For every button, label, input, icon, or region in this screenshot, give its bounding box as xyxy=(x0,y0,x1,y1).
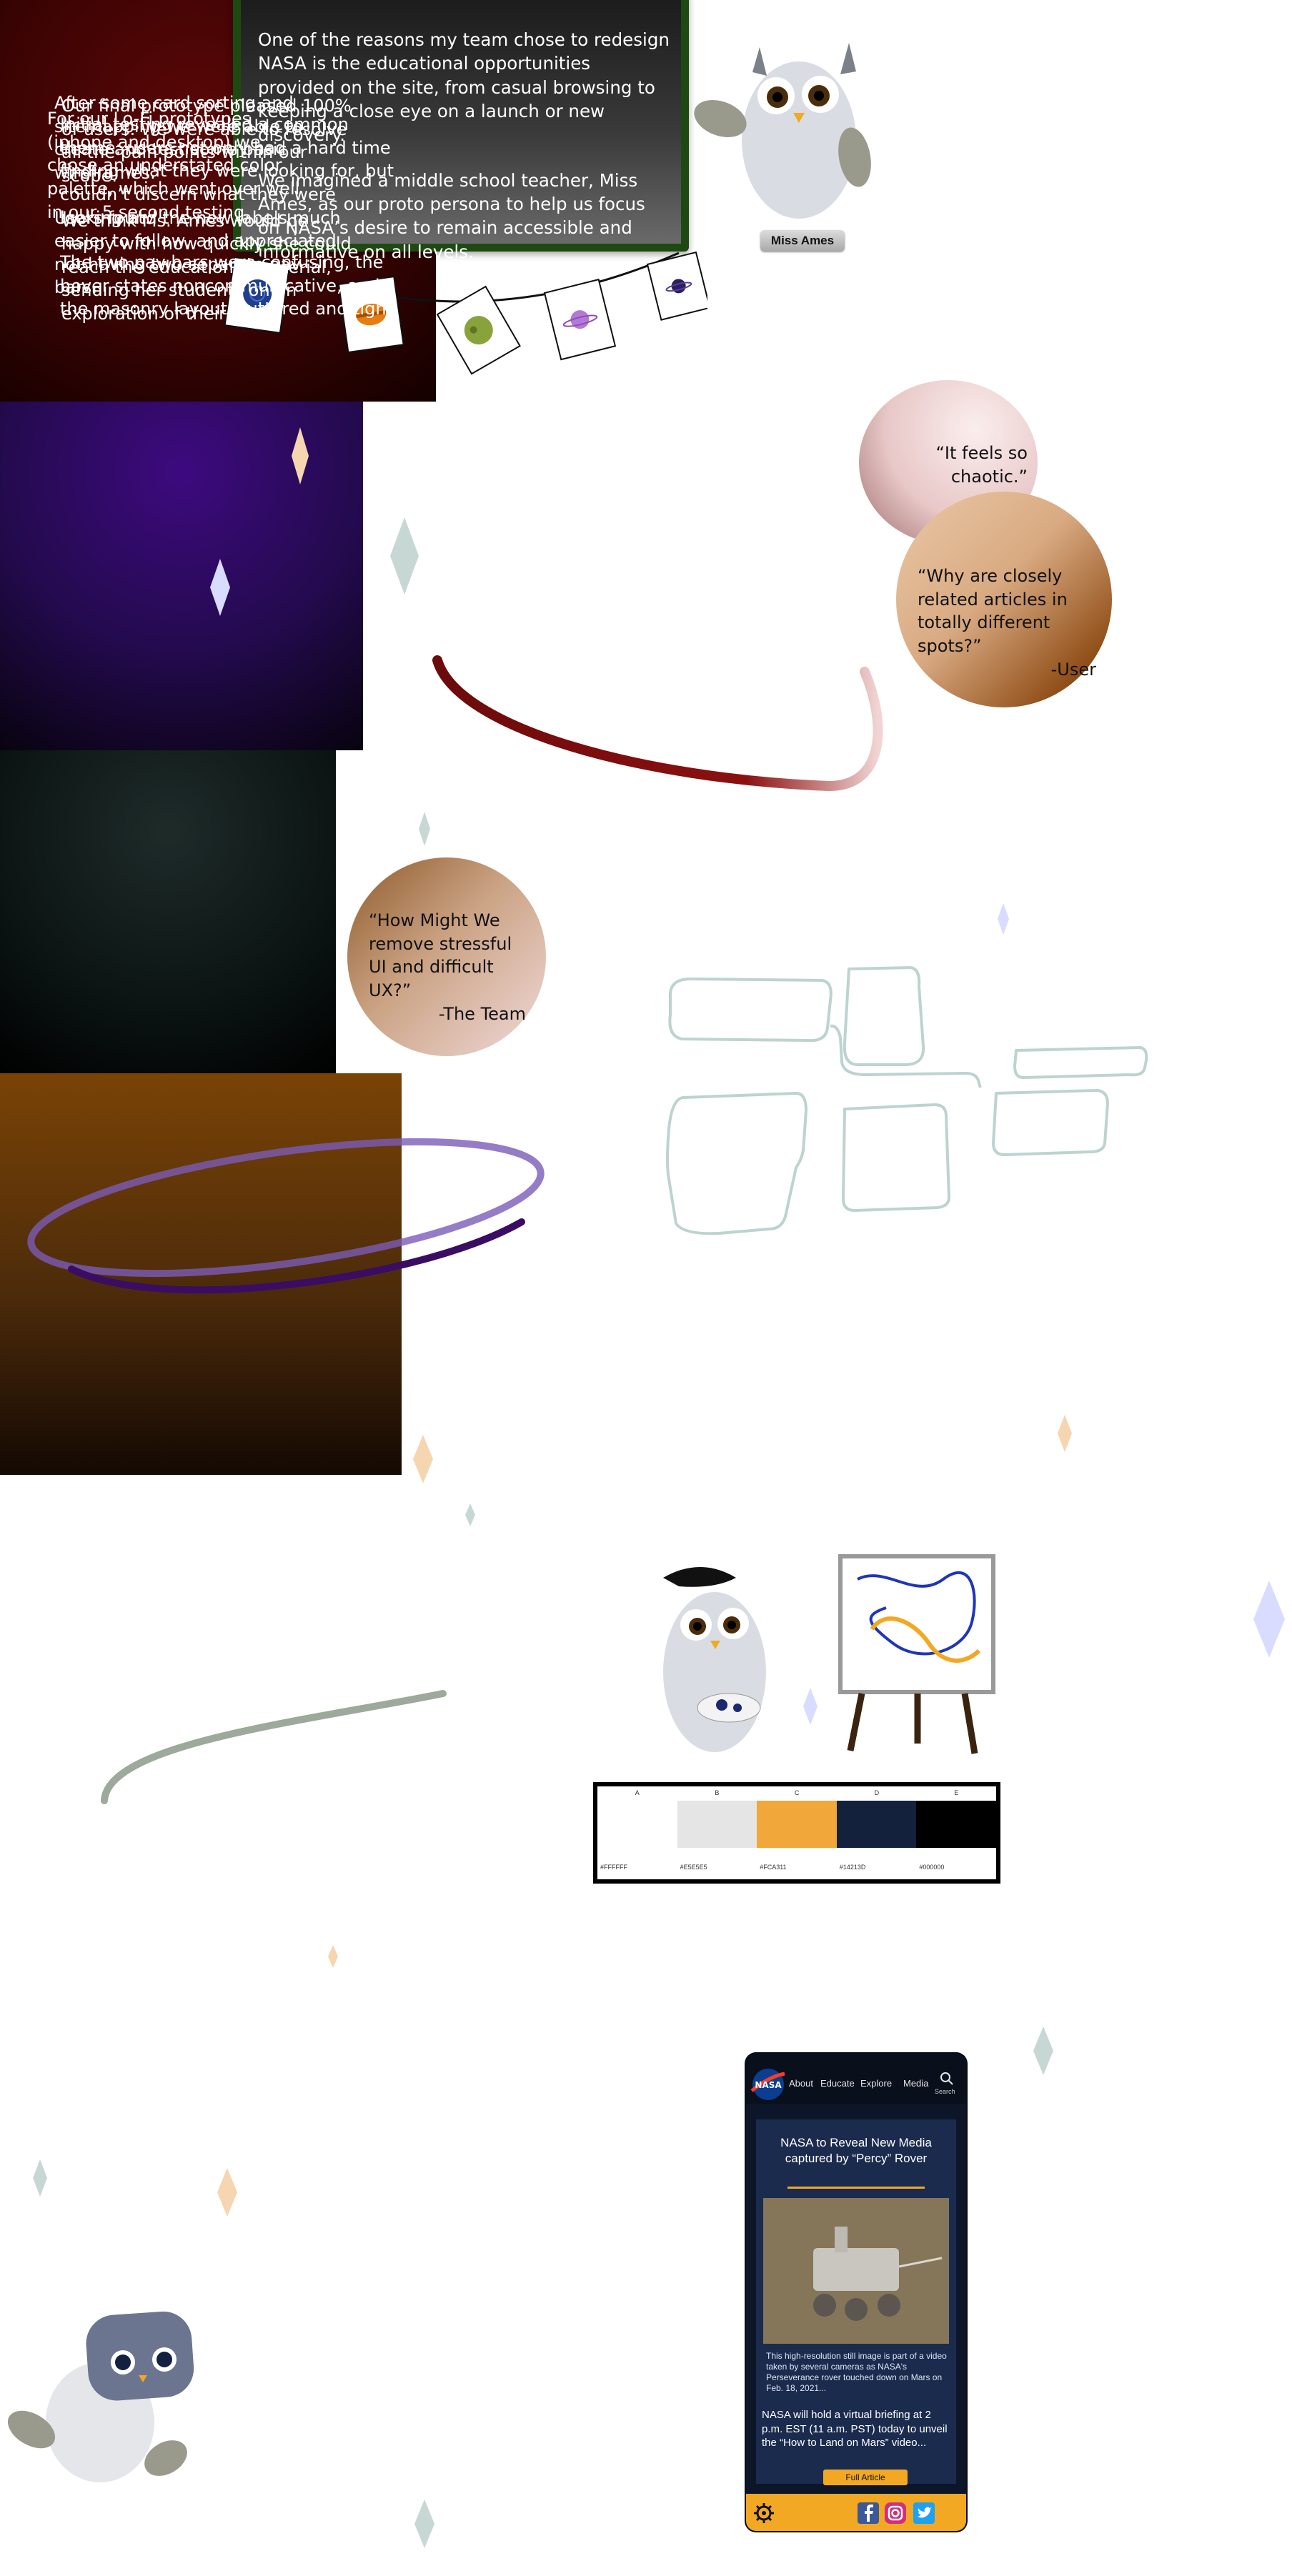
instagram-icon[interactable] xyxy=(885,2502,906,2524)
final-text: Our final prototype pleased 100% of user… xyxy=(61,94,362,326)
photo-caption: This high-resolution still image is part… xyxy=(766,2351,947,2393)
quote-text: “It feels so chaotic.” xyxy=(935,443,1028,487)
final-paragraph-2: We think Ms. Ames would be happy with ho… xyxy=(61,210,352,324)
facebook-icon[interactable] xyxy=(858,2502,879,2524)
garland-card-moon xyxy=(436,285,521,375)
sparkle-icon xyxy=(390,517,419,595)
swatch-letter: B xyxy=(715,1789,720,1796)
rover-photo xyxy=(763,2198,949,2344)
sparkle-icon xyxy=(210,559,230,616)
swatch-hex-label: #14213D xyxy=(839,1864,866,1871)
color-swatch xyxy=(677,1801,757,1848)
color-palette: A #FFFFFF B #E5E5E5 C #FCA311 D #14213D E #000000 xyxy=(593,1782,1000,1884)
swatch-letter: E xyxy=(954,1789,959,1796)
intro-paragraph-1: One of the reasons my team chose to rede… xyxy=(258,29,670,146)
garland-card-saturn xyxy=(646,251,707,321)
color-swatch xyxy=(757,1801,837,1848)
artist-owl-illustration xyxy=(663,1554,995,1754)
sparkle-icon xyxy=(998,903,1009,935)
nasa-logo-icon[interactable]: NASA xyxy=(750,2067,786,2102)
robot-owl-illustration xyxy=(7,2311,194,2482)
sparkle-icon xyxy=(414,2500,434,2548)
testing-paragraph-2: The two nav bars were confusing, the hov… xyxy=(60,252,399,319)
headline-divider xyxy=(787,2187,925,2189)
sparkle-icon xyxy=(1058,1415,1072,1452)
testing-text: Initial testing revealed a common theme:… xyxy=(60,113,403,321)
wireframe-sketch xyxy=(666,966,1148,1235)
wireframe-paragraph-1: After some card sorting and sitemapping … xyxy=(54,93,303,183)
news-headline[interactable]: NASA to Reveal New Media captured by “Pe… xyxy=(780,2136,932,2166)
owl-persona xyxy=(694,43,871,219)
quote-bubble-related-articles: “Why are closely related articles in tot… xyxy=(896,492,1112,707)
mobile-nav-bar: NASA About Educate Explore Media Search xyxy=(746,2054,966,2104)
chalkboard: One of the reasons my team chose to rede… xyxy=(233,0,689,262)
swatch-hex-label: #FCA311 xyxy=(760,1864,787,1871)
planet-garland xyxy=(224,251,707,375)
lofi-planet: For our Lo-Fi prototypes (iphone and des… xyxy=(0,109,336,1073)
paint-palette-icon xyxy=(697,1693,761,1723)
quote-text: “How Might We remove stressful UI and di… xyxy=(369,910,512,1000)
news-summary: NASA will hold a virtual briefing at 2 p… xyxy=(762,2409,948,2449)
sparkle-icon xyxy=(803,1688,818,1725)
nasa-logo-text: NASA xyxy=(755,2080,782,2090)
intro-text: One of the reasons my team chose to rede… xyxy=(258,28,672,264)
sparkle-icon xyxy=(1033,2027,1053,2075)
search-label: Search xyxy=(935,2088,955,2095)
swatch-hex-label: #E5E5E5 xyxy=(680,1864,707,1871)
news-card: NASA to Reveal New Media captured by “Pe… xyxy=(756,2119,956,2485)
swatch-hex-label: #000000 xyxy=(919,1864,945,1871)
full-article-button[interactable]: Full Article xyxy=(823,2470,908,2485)
search-icon[interactable] xyxy=(939,2071,955,2087)
wireframe-paragraph-2: Users found the new labels much easier t… xyxy=(54,207,341,298)
quote-author: -User xyxy=(1050,659,1096,680)
garland-card-ringed-planet xyxy=(543,278,617,361)
hmw-planet-ring-front xyxy=(68,1218,525,1294)
quote-bubble-hmw: “How Might We remove stressful UI and di… xyxy=(347,857,546,1056)
testing-planet-ring xyxy=(432,655,883,792)
sparkle-icon xyxy=(419,812,430,846)
lofi-paragraph: For our Lo-Fi prototypes (iphone and des… xyxy=(47,109,300,222)
testing-paragraph-1: Initial testing revealed a common theme:… xyxy=(60,114,394,228)
easel-canvas xyxy=(838,1554,995,1694)
lofi-planet-ring xyxy=(101,1690,447,1804)
swatch-letter: D xyxy=(874,1789,880,1796)
color-swatch xyxy=(916,1801,996,1848)
mobile-footer xyxy=(746,2494,966,2531)
sparkle-icon xyxy=(328,1945,338,1968)
sparkle-icon xyxy=(465,1503,475,1526)
quote-text: “Why are closely related articles in tot… xyxy=(918,566,1068,656)
swatch-hex-label: #FFFFFF xyxy=(600,1864,627,1871)
final-paragraph-1: Our final prototype pleased 100% of user… xyxy=(61,96,352,186)
persona-name-label: Miss Ames xyxy=(760,230,845,252)
sparkle-icon xyxy=(413,1435,433,1483)
mobile-prototype: NASA About Educate Explore Media Search … xyxy=(746,2054,966,2531)
nav-link-educate[interactable]: Educate xyxy=(820,2078,855,2089)
swatch-letter: A xyxy=(635,1789,640,1796)
sparkle-icon xyxy=(1253,1581,1285,1658)
swatch-letter: C xyxy=(795,1789,800,1796)
twitter-icon[interactable] xyxy=(913,2502,935,2524)
sparkle-icon xyxy=(33,2159,47,2197)
nav-link-about[interactable]: About xyxy=(789,2078,813,2089)
nav-link-explore[interactable]: Explore xyxy=(860,2078,893,2089)
color-swatch xyxy=(836,1801,917,1848)
gear-icon[interactable] xyxy=(753,2502,775,2524)
quote-author: -The Team xyxy=(438,1003,526,1024)
hmw-planet-ring-back xyxy=(27,1138,545,1278)
beret-icon xyxy=(663,1567,736,1587)
sparkle-icon xyxy=(217,2168,237,2217)
intro-paragraph-2: We imagined a middle school teacher, Mis… xyxy=(258,169,645,262)
garland-card-earth xyxy=(224,256,291,334)
wireframe-text: After some card sorting and sitemapping … xyxy=(54,91,347,299)
sparkle-icon xyxy=(292,427,309,484)
nav-link-media[interactable]: Media xyxy=(903,2078,929,2089)
garland-card-jupiter xyxy=(337,276,404,354)
color-swatch xyxy=(597,1801,677,1848)
